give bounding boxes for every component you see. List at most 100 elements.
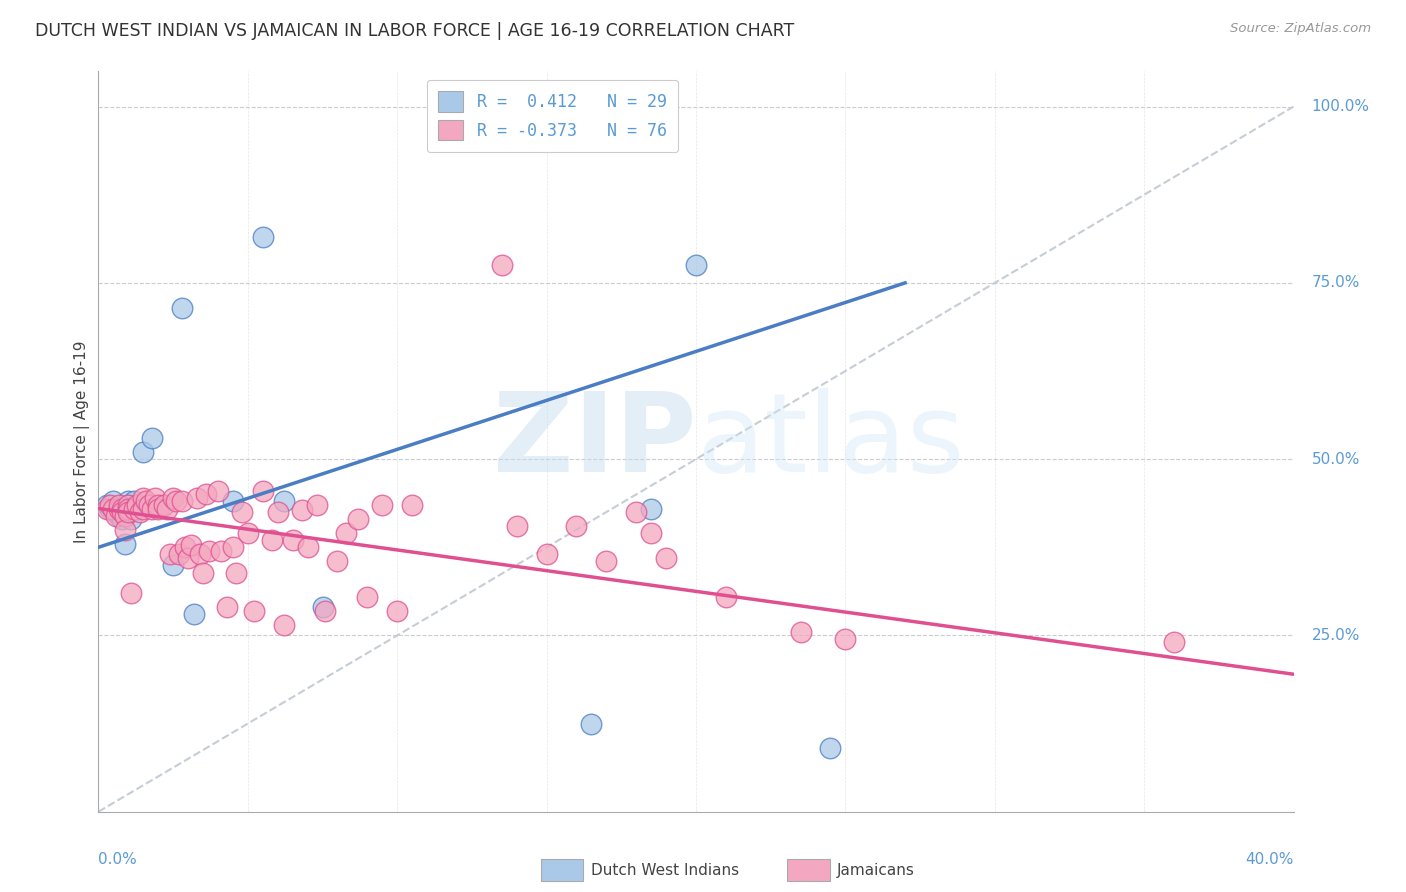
Point	[124, 501, 146, 516]
Text: Dutch West Indians: Dutch West Indians	[591, 863, 738, 878]
Point	[194, 487, 218, 501]
Point	[506, 519, 529, 533]
Point	[96, 498, 118, 512]
Point	[231, 505, 253, 519]
Point	[159, 547, 181, 561]
Point	[174, 541, 197, 555]
Point	[141, 501, 163, 516]
Text: DUTCH WEST INDIAN VS JAMAICAN IN LABOR FORCE | AGE 16-19 CORRELATION CHART: DUTCH WEST INDIAN VS JAMAICAN IN LABOR F…	[35, 22, 794, 40]
Point	[132, 501, 155, 516]
Point	[267, 505, 290, 519]
Point	[225, 566, 247, 581]
Point	[103, 501, 125, 516]
Point	[120, 586, 142, 600]
Point	[108, 508, 131, 523]
Point	[127, 498, 149, 512]
Point	[273, 494, 295, 508]
Point	[117, 505, 139, 519]
Point	[127, 501, 149, 516]
Point	[162, 491, 184, 505]
Point	[640, 526, 662, 541]
Point	[177, 550, 200, 565]
Point	[581, 716, 603, 731]
Point	[103, 494, 125, 508]
Point	[162, 558, 184, 572]
Text: 75.0%: 75.0%	[1312, 276, 1360, 291]
Point	[714, 590, 737, 604]
Point	[640, 501, 662, 516]
Point	[347, 512, 370, 526]
Point	[222, 494, 245, 508]
Point	[356, 590, 378, 604]
Point	[834, 632, 856, 646]
Point	[385, 604, 409, 618]
Point	[172, 301, 194, 315]
Point	[536, 547, 558, 561]
Point	[260, 533, 283, 548]
Point	[191, 566, 214, 581]
Point	[180, 538, 202, 552]
Point	[108, 501, 131, 516]
Point	[111, 501, 134, 516]
Point	[252, 483, 274, 498]
Point	[273, 618, 295, 632]
Text: 50.0%: 50.0%	[1312, 451, 1360, 467]
Point	[96, 501, 118, 516]
Point	[105, 505, 128, 519]
Point	[117, 498, 139, 512]
Text: Source: ZipAtlas.com: Source: ZipAtlas.com	[1230, 22, 1371, 36]
Point	[236, 526, 259, 541]
Point	[114, 508, 136, 523]
Point	[117, 498, 139, 512]
Point	[114, 537, 136, 551]
Point	[624, 505, 647, 519]
Point	[188, 547, 211, 561]
Point	[148, 501, 170, 516]
Point	[595, 554, 617, 568]
Point	[135, 494, 157, 508]
Y-axis label: In Labor Force | Age 16-19: In Labor Force | Age 16-19	[75, 340, 90, 543]
Point	[141, 431, 163, 445]
Point	[186, 491, 208, 505]
Point	[281, 533, 304, 548]
Point	[655, 550, 678, 565]
Point	[183, 607, 205, 622]
Point	[290, 503, 312, 517]
Point	[820, 741, 842, 756]
Point	[132, 445, 155, 459]
Point	[172, 494, 194, 508]
Point	[311, 600, 333, 615]
Text: atlas: atlas	[696, 388, 965, 495]
Point	[98, 498, 122, 512]
Text: ZIP: ZIP	[492, 388, 696, 495]
Point	[111, 512, 134, 526]
Point	[685, 258, 707, 272]
Point	[165, 494, 187, 508]
Point	[138, 498, 160, 512]
Point	[305, 498, 328, 512]
Point	[124, 494, 146, 508]
Text: 40.0%: 40.0%	[1246, 853, 1294, 867]
Point	[143, 491, 166, 505]
Point	[132, 491, 155, 505]
Point	[153, 498, 176, 512]
Point	[117, 494, 139, 508]
Point	[120, 512, 142, 526]
Point	[167, 547, 190, 561]
Point	[114, 523, 136, 537]
Point	[215, 600, 238, 615]
Text: 25.0%: 25.0%	[1312, 628, 1360, 643]
Point	[198, 544, 221, 558]
Point	[209, 544, 232, 558]
Point	[491, 258, 513, 272]
Point	[326, 554, 349, 568]
Point	[315, 604, 337, 618]
Legend: R =  0.412   N = 29, R = -0.373   N = 76: R = 0.412 N = 29, R = -0.373 N = 76	[427, 79, 678, 152]
Point	[117, 501, 139, 516]
Text: 0.0%: 0.0%	[98, 853, 138, 867]
Point	[98, 501, 122, 516]
Point	[105, 508, 128, 523]
Point	[138, 498, 160, 512]
Text: Jamaicans: Jamaicans	[837, 863, 914, 878]
Point	[1163, 635, 1185, 649]
